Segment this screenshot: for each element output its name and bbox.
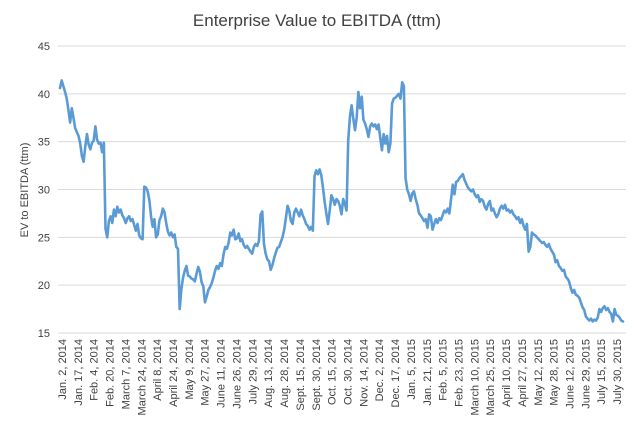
x-tick-label: Oct. 15, 2014	[327, 339, 339, 405]
x-tick-label: May 12, 2015	[533, 339, 545, 406]
chart-title: Enterprise Value to EBITDA (ttm)	[193, 11, 441, 30]
x-tick-label: Feb. 5, 2015	[438, 339, 450, 401]
x-tick-label: June 12, 2015	[565, 339, 577, 409]
series-line	[58, 79, 625, 323]
x-tick-label: April 8, 2014	[152, 339, 164, 401]
x-tick-label: Feb. 23, 2015	[454, 339, 466, 407]
x-tick-label: July 29, 2014	[247, 339, 259, 404]
x-tick-label: April 24, 2014	[168, 339, 180, 407]
y-axis-ticks: 15 20 25 30 35 40 45	[38, 41, 50, 340]
x-tick-label: Feb. 20, 2014	[105, 339, 117, 407]
x-tick-label: April 10, 2015	[501, 339, 513, 407]
x-tick-label: Aug. 13, 2014	[263, 339, 275, 408]
y-tick-label: 30	[38, 185, 50, 197]
y-tick-label: 15	[38, 328, 50, 340]
x-tick-label: June 26, 2014	[231, 339, 243, 409]
x-tick-label: Feb. 4, 2014	[89, 339, 101, 401]
x-tick-label: April 27, 2015	[517, 339, 529, 407]
y-tick-label: 25	[38, 232, 50, 244]
x-tick-label: Nov. 14, 2014	[358, 339, 370, 407]
x-tick-label: Jan. 17, 2014	[73, 339, 85, 406]
y-tick-label: 20	[38, 280, 50, 292]
x-axis-ticks: Jan. 2, 2014 Jan. 17, 2014 Feb. 4, 2014 Feb…	[57, 339, 624, 415]
x-tick-label: March 10, 2015	[469, 339, 481, 415]
x-tick-label: Jan. 2, 2014	[57, 339, 69, 400]
x-tick-label: Sept. 15, 2014	[295, 339, 307, 411]
x-tick-label: March 24, 2014	[136, 339, 148, 415]
x-tick-label: March 7, 2014	[120, 339, 132, 409]
x-tick-label: March 25, 2015	[485, 339, 497, 415]
y-tick-label: 35	[38, 137, 50, 149]
x-tick-label: May 9, 2014	[184, 339, 196, 400]
x-tick-label: Dec. 2, 2014	[374, 339, 386, 401]
y-axis-title: EV to EBITDA (ttm)	[19, 143, 31, 238]
x-tick-label: Jan. 21, 2015	[422, 339, 434, 406]
y-tick-label: 40	[38, 89, 50, 101]
x-tick-label: May 28, 2015	[549, 339, 561, 406]
x-tick-label: Oct. 30, 2014	[342, 339, 354, 405]
x-tick-label: Sept. 30, 2014	[311, 339, 323, 411]
x-tick-label: Jan. 5, 2015	[406, 339, 418, 400]
y-tick-label: 45	[38, 41, 50, 53]
x-tick-label: Dec. 17, 2014	[390, 339, 402, 408]
x-tick-label: Aug. 28, 2014	[279, 339, 291, 408]
x-tick-label: May 27, 2014	[200, 339, 212, 406]
x-tick-label: July 30, 2015	[612, 339, 624, 404]
x-tick-label: June 11, 2014	[216, 339, 228, 408]
gridlines	[58, 45, 626, 286]
x-tick-label: June 29, 2015	[580, 339, 592, 409]
x-tick-label: July 15, 2015	[596, 339, 608, 404]
